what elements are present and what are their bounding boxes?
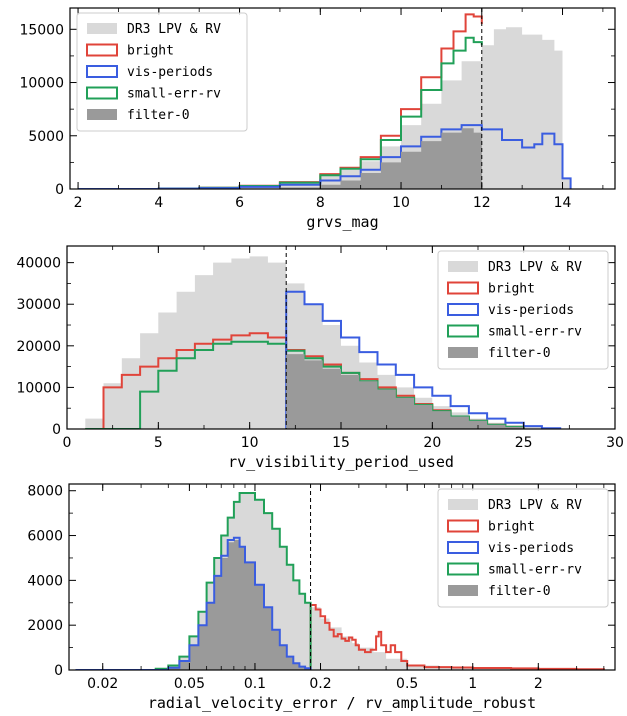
y-tick-label: 8000 [27, 484, 63, 500]
legend-label-dr3: DR3 LPV & RV [488, 498, 582, 513]
y-tick-label: 10000 [19, 76, 64, 92]
y-tick-label: 30000 [16, 297, 61, 313]
legend-swatch-dr3 [448, 499, 478, 510]
y-tick-label: 40000 [16, 256, 61, 272]
x-tick-label: 20 [423, 435, 441, 451]
y-tick-label: 15000 [19, 22, 64, 38]
y-tick-label: 10000 [16, 380, 61, 396]
legend-swatch-visperiods [447, 303, 479, 316]
legend-swatch-visperiods [86, 65, 118, 78]
legend-label-bright: bright [127, 44, 174, 59]
legend-label-filter0: filter-0 [488, 584, 551, 599]
panel-1-frame [69, 7, 616, 190]
filter0-histogram-fill [75, 540, 311, 670]
legend: DR3 LPV & RV bright vis-periods small-err-r… [437, 250, 609, 370]
legend-swatch-dr3 [448, 261, 478, 272]
x-tick-label: 0.5 [396, 676, 418, 692]
panel-3-frame [68, 483, 616, 671]
x-tick-label: 15 [332, 435, 350, 451]
legend-label-dr3: DR3 LPV & RV [127, 22, 221, 37]
y-tick-label: 0 [55, 182, 64, 198]
x-tick-label: 10 [392, 195, 410, 211]
legend-swatch-smallerr [447, 562, 479, 576]
x-tick-label: 2 [534, 676, 543, 692]
legend-label-bright: bright [488, 520, 535, 535]
bright-histogram-step [309, 604, 605, 670]
x-tick-label: 0 [63, 435, 72, 451]
visperiods-histogram-step [78, 124, 572, 189]
y-tick-label: 20000 [16, 339, 61, 355]
visperiods-histogram-step [75, 536, 312, 670]
legend-label-filter0: filter-0 [488, 346, 551, 361]
legend-swatch-filter0 [448, 347, 478, 358]
legend: DR3 LPV & RV bright vis-periods small-err-r… [76, 12, 248, 132]
legend-swatch-filter0 [448, 585, 478, 596]
panel-2-plot-area [85, 246, 562, 429]
visperiods-histogram-step [285, 290, 562, 429]
y-tick-label: 5000 [28, 129, 64, 145]
panel-2: 0 5 10 15 20 25 30 0 10000 20000 30000 40000 rv_visi… [16, 245, 624, 471]
legend-swatch-visperiods [447, 541, 479, 554]
x-tick-label: 0.05 [174, 676, 205, 692]
x-tick-label: 30 [606, 435, 624, 451]
x-tick-label: 1 [468, 676, 477, 692]
y-tick-label: 0 [54, 663, 63, 679]
x-tick-label: 0.2 [309, 676, 331, 692]
filter0-histogram-fill [286, 354, 524, 429]
legend-box [76, 12, 248, 132]
legend-label-smallerr: small-err-rv [488, 563, 582, 578]
legend-box [437, 250, 609, 370]
legend-box [437, 488, 609, 608]
y-tick-label: 2000 [27, 618, 63, 634]
legend-label-visperiods: vis-periods [488, 541, 574, 556]
panel-1: 2 4 6 8 10 12 14 0 5000 10000 15000 grvs_mag DR3 LPV… [19, 7, 616, 231]
y-tick-label: 4000 [27, 573, 63, 589]
y-tick-label: 0 [52, 422, 61, 438]
legend-swatch-smallerr [447, 324, 479, 338]
legend-swatch-smallerr [86, 86, 118, 100]
legend-swatch-bright [86, 43, 118, 57]
panel-3-plot-area [75, 484, 605, 670]
legend-label-visperiods: vis-periods [488, 303, 574, 318]
legend-label-bright: bright [488, 282, 535, 297]
dr3-histogram-fill [85, 256, 561, 429]
x-tick-label: 14 [554, 195, 572, 211]
filter0-histogram-fill [78, 128, 482, 189]
x-tick-label: 0.1 [244, 676, 266, 692]
x-axis-label: rv_visibility_period_used [228, 453, 454, 471]
legend-swatch-dr3 [87, 23, 117, 34]
legend-swatch-filter0 [87, 109, 117, 120]
y-tick-label: 6000 [27, 529, 63, 545]
legend-label-smallerr: small-err-rv [488, 325, 582, 340]
legend-label-filter0: filter-0 [127, 108, 190, 123]
x-tick-label: 2 [74, 195, 83, 211]
x-tick-label: 0.02 [87, 676, 118, 692]
x-tick-label: 6 [235, 195, 244, 211]
legend-swatch-bright [447, 519, 479, 533]
x-tick-label: 25 [515, 435, 533, 451]
legend-label-smallerr: small-err-rv [127, 87, 221, 102]
x-tick-label: 12 [473, 195, 491, 211]
smallerr-histogram-step [75, 492, 312, 670]
legend-swatch-bright [447, 281, 479, 295]
x-axis-label: grvs_mag [306, 213, 378, 231]
x-axis-label: radial_velocity_error / rv_amplitude_rob… [148, 694, 536, 712]
legend-label-visperiods: vis-periods [127, 65, 213, 80]
legend: DR3 LPV & RV bright vis-periods small-err-r… [437, 488, 609, 608]
panel-3: 0.02 0.05 0.1 0.2 0.5 1 2 0 2000 4000 6000 8000 radi… [27, 483, 616, 712]
legend-label-dr3: DR3 LPV & RV [488, 260, 582, 275]
x-tick-label: 10 [241, 435, 259, 451]
x-tick-label: 5 [154, 435, 163, 451]
x-tick-label: 8 [316, 195, 325, 211]
x-tick-label: 4 [154, 195, 163, 211]
